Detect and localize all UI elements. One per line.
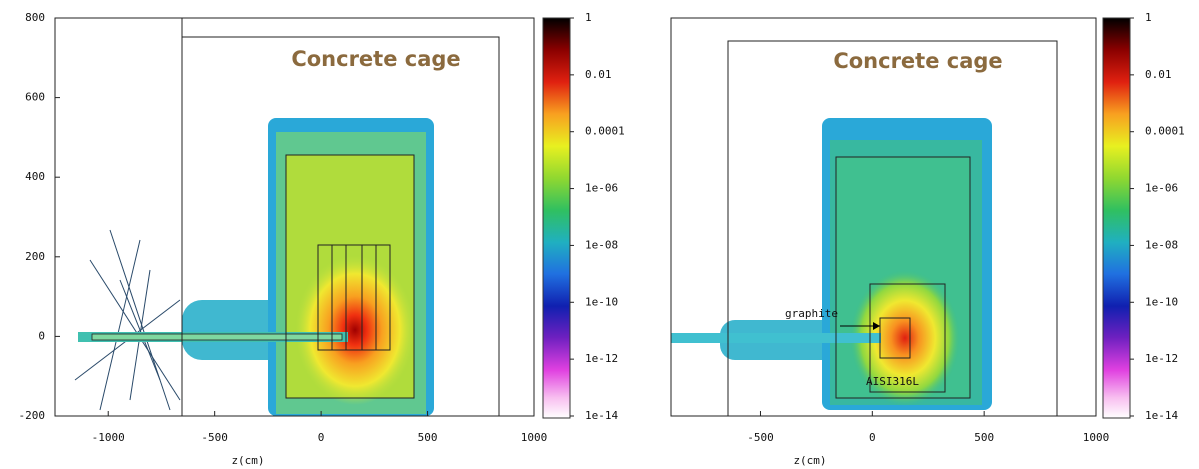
colorbar-tick-label: 0.01 — [1145, 68, 1172, 81]
field-right — [671, 40, 1058, 416]
x-axis-label: z(cm) — [793, 454, 826, 467]
x-tick-label: -1000 — [92, 431, 125, 444]
y-tick-label: -200 — [19, 409, 46, 422]
colorbar-tick-label: 1 — [585, 11, 592, 24]
colorbar-tick-label: 1e-12 — [1145, 352, 1178, 365]
field-left — [74, 18, 500, 416]
colorbar — [542, 17, 571, 419]
colorbar-tick-label: 1 — [1145, 11, 1152, 24]
colorbar-tick-label: 1e-06 — [585, 182, 618, 195]
colorbar-tick-label: 1e-10 — [1145, 295, 1178, 308]
y-tick-label: 400 — [25, 170, 45, 183]
y-tick-label: 600 — [25, 91, 45, 104]
plot-frame — [670, 17, 1097, 417]
colorbar-tick-label: 0.0001 — [585, 125, 625, 138]
x-tick-label: -500 — [747, 431, 774, 444]
x-tick-label: 500 — [418, 431, 438, 444]
colorbar-tick-label: 0.01 — [585, 68, 612, 81]
colorbar-tick-label: 1e-12 — [585, 352, 618, 365]
x-tick-label: -500 — [201, 431, 228, 444]
x-axis-label: z(cm) — [231, 454, 264, 467]
colorbar-tick-label: 0.0001 — [1145, 125, 1185, 138]
colorbar-tick-label: 1e-06 — [1145, 182, 1178, 195]
y-tick-label: 0 — [38, 329, 45, 342]
x-tick-label: 0 — [869, 431, 876, 444]
colorbar-tick-label: 1e-08 — [1145, 238, 1178, 251]
annotation: Concrete cage — [833, 49, 1002, 73]
annotation: graphite — [785, 307, 838, 320]
x-tick-label: 0 — [318, 431, 325, 444]
y-tick-label: 200 — [25, 250, 45, 263]
y-tick-label: 800 — [25, 11, 45, 24]
colorbar-tick-label: 1e-14 — [585, 409, 618, 422]
x-tick-label: 1000 — [521, 431, 548, 444]
colorbar-tick-label: 1e-08 — [585, 238, 618, 251]
annotation: Concrete cage — [291, 47, 460, 71]
x-tick-label: 500 — [974, 431, 994, 444]
colorbar-tick-label: 1e-10 — [585, 295, 618, 308]
x-tick-label: 1000 — [1083, 431, 1110, 444]
annotation: AISI316L — [866, 375, 919, 388]
plot-frame — [54, 17, 535, 417]
colorbar-tick-label: 1e-14 — [1145, 409, 1178, 422]
colorbar — [1102, 17, 1131, 419]
